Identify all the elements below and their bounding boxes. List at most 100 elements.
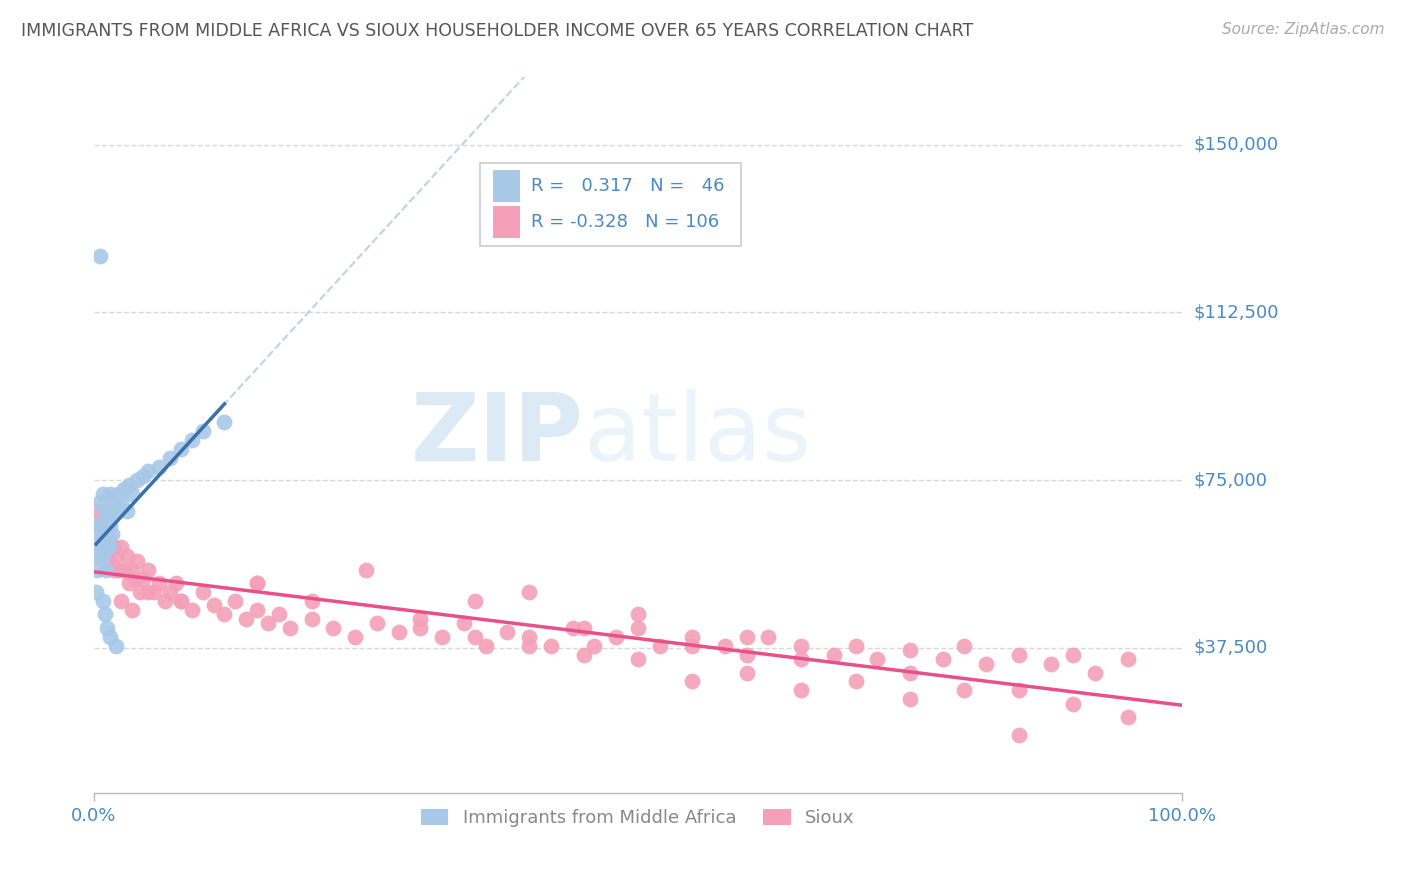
Point — [132, 468, 155, 483]
Point — [453, 616, 475, 631]
Text: $75,000: $75,000 — [1194, 471, 1267, 489]
Point — [823, 648, 845, 662]
Point — [87, 517, 110, 532]
Point — [735, 630, 758, 644]
Point — [89, 549, 111, 564]
Point — [110, 594, 132, 608]
Point — [89, 517, 111, 532]
Point — [96, 549, 118, 564]
Point — [246, 603, 269, 617]
Point — [93, 517, 115, 532]
Point — [98, 517, 121, 532]
Point — [790, 639, 813, 653]
Point — [98, 531, 121, 545]
FancyBboxPatch shape — [481, 163, 741, 245]
Point — [96, 549, 118, 564]
Point — [98, 630, 121, 644]
Point — [278, 621, 301, 635]
Point — [496, 625, 519, 640]
Point — [136, 585, 159, 599]
Point — [127, 554, 149, 568]
Bar — [494, 170, 520, 202]
Point — [103, 541, 125, 555]
Point — [898, 692, 921, 706]
Point — [115, 504, 138, 518]
Point — [474, 639, 496, 653]
Point — [121, 603, 143, 617]
Point — [257, 616, 280, 631]
Point — [91, 486, 114, 500]
Point — [974, 657, 997, 671]
Point — [98, 486, 121, 500]
Point — [790, 683, 813, 698]
Point — [89, 541, 111, 555]
Text: $112,500: $112,500 — [1194, 303, 1278, 321]
Point — [159, 450, 181, 465]
Point — [100, 504, 122, 518]
Point — [1116, 652, 1139, 666]
Text: $37,500: $37,500 — [1194, 639, 1267, 657]
Point — [735, 648, 758, 662]
Point — [107, 563, 129, 577]
Point — [121, 486, 143, 500]
Point — [235, 612, 257, 626]
Point — [301, 612, 323, 626]
Point — [246, 576, 269, 591]
Point — [103, 495, 125, 509]
Point — [110, 541, 132, 555]
Point — [98, 541, 121, 555]
Point — [540, 639, 562, 653]
Text: Source: ZipAtlas.com: Source: ZipAtlas.com — [1222, 22, 1385, 37]
Point — [191, 424, 214, 438]
Point — [84, 585, 107, 599]
Point — [1062, 648, 1084, 662]
Point — [104, 549, 127, 564]
Point — [409, 612, 432, 626]
Point — [681, 630, 703, 644]
Point — [115, 549, 138, 564]
Point — [97, 508, 120, 523]
Point — [866, 652, 889, 666]
Point — [898, 643, 921, 657]
Point — [127, 473, 149, 487]
Point — [354, 563, 377, 577]
Point — [246, 576, 269, 591]
Point — [87, 504, 110, 518]
Text: IMMIGRANTS FROM MIDDLE AFRICA VS SIOUX HOUSEHOLDER INCOME OVER 65 YEARS CORRELAT: IMMIGRANTS FROM MIDDLE AFRICA VS SIOUX H… — [21, 22, 973, 40]
Point — [572, 621, 595, 635]
Point — [214, 607, 236, 622]
Point — [648, 639, 671, 653]
Point — [301, 594, 323, 608]
Point — [714, 639, 737, 653]
Point — [681, 639, 703, 653]
Point — [627, 607, 650, 622]
Point — [627, 652, 650, 666]
Point — [91, 549, 114, 564]
Point — [517, 630, 540, 644]
Point — [91, 531, 114, 545]
Point — [583, 639, 606, 653]
Point — [214, 415, 236, 429]
Point — [1008, 648, 1031, 662]
Point — [430, 630, 453, 644]
Text: R = -0.328   N = 106: R = -0.328 N = 106 — [531, 213, 720, 231]
Point — [136, 563, 159, 577]
Point — [110, 495, 132, 509]
Point — [572, 648, 595, 662]
Point — [136, 464, 159, 478]
Point — [104, 504, 127, 518]
Point — [517, 585, 540, 599]
Bar — [494, 206, 520, 238]
Point — [464, 630, 486, 644]
Point — [91, 594, 114, 608]
Point — [89, 541, 111, 555]
Point — [153, 594, 176, 608]
Point — [1116, 710, 1139, 724]
Point — [735, 665, 758, 680]
Point — [202, 599, 225, 613]
Point — [1008, 683, 1031, 698]
Point — [1084, 665, 1107, 680]
Point — [387, 625, 409, 640]
Point — [165, 576, 187, 591]
Point — [170, 442, 193, 456]
